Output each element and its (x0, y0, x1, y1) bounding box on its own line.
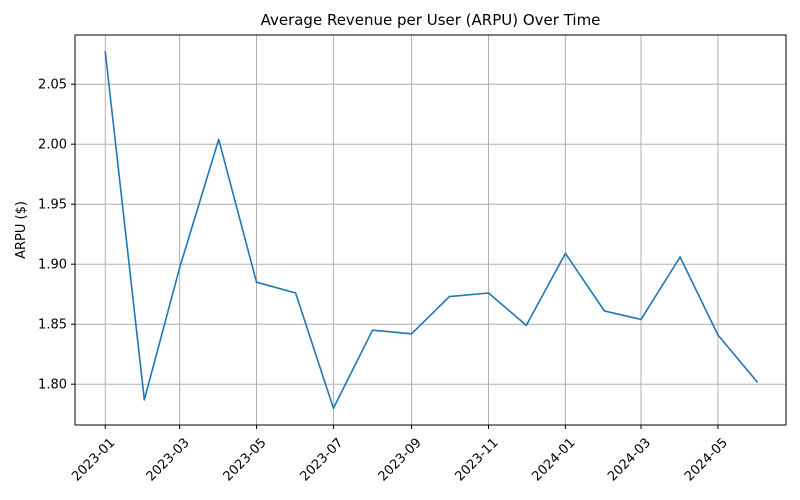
chart-title: Average Revenue per User (ARPU) Over Tim… (261, 11, 601, 29)
data-point (332, 407, 335, 410)
data-point (410, 333, 413, 335)
data-point (603, 310, 606, 312)
plot-area-frame (74, 34, 787, 426)
grid-lines (75, 35, 786, 425)
data-point (448, 295, 451, 298)
y-tick-label: 1.80 (38, 378, 67, 393)
data-point (217, 138, 220, 141)
x-tick-label: 2023-05 (221, 435, 270, 484)
y-tick-label: 2.05 (38, 78, 67, 93)
x-tick-label: 2023-03 (144, 435, 193, 484)
x-tick-label: 2023-11 (453, 435, 502, 484)
data-point (104, 51, 107, 53)
data-point (487, 292, 490, 294)
y-tick-label: 1.95 (38, 198, 67, 213)
x-tick-label: 2023-09 (376, 435, 425, 484)
data-point (640, 318, 642, 321)
x-tick-label: 2024-03 (605, 435, 654, 484)
x-tick-label: 2024-05 (682, 435, 731, 484)
data-point (679, 256, 681, 258)
data-point (564, 252, 567, 255)
y-tick-label: 1.85 (38, 318, 67, 333)
data-point (255, 281, 258, 284)
data-point (178, 267, 181, 269)
data-point (371, 329, 374, 332)
y-axis-title: ARPU ($) (14, 201, 29, 259)
data-point (143, 399, 146, 401)
x-tick-label: 2023-01 (69, 435, 118, 484)
data-point (756, 381, 758, 383)
x-tick-label: 2024-01 (529, 435, 578, 484)
series-line-0 (104, 50, 758, 410)
y-axis: 1.80 1.85 1.90 1.95 2.00 2.05 (38, 78, 75, 393)
y-tick-label: 2.00 (38, 138, 67, 153)
y-tick-label: 1.90 (38, 258, 67, 273)
data-point (525, 324, 528, 327)
data-point (294, 292, 297, 294)
x-tick-label: 2023-07 (297, 435, 346, 484)
data-point (717, 334, 719, 336)
series-layer (104, 50, 758, 410)
x-axis: 2023-01 2023-03 2023-05 2023-07 2023-09 2023-… (69, 425, 731, 484)
